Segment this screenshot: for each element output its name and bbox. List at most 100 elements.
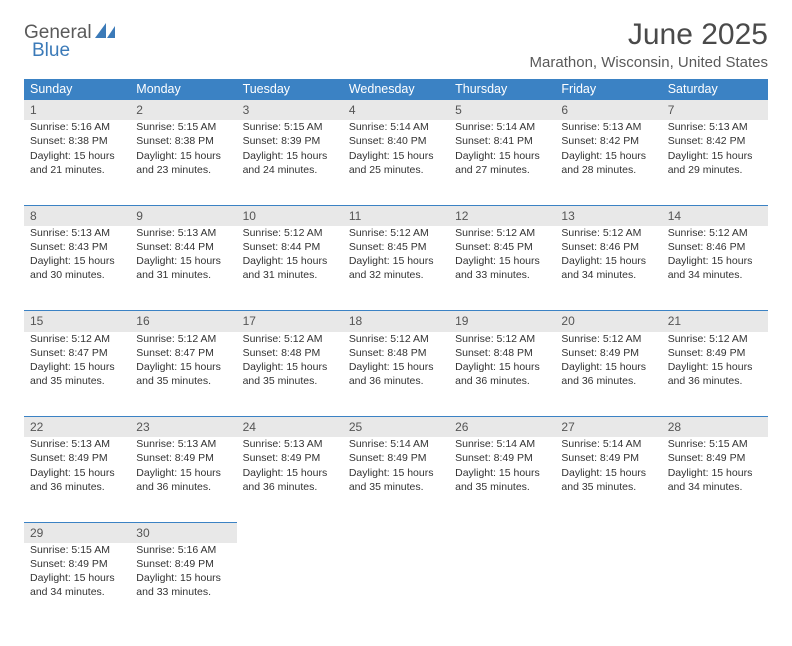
col-monday: Monday xyxy=(130,79,236,100)
sunrise-line: Sunrise: 5:15 AM xyxy=(136,120,230,134)
sunrise-line: Sunrise: 5:16 AM xyxy=(30,120,124,134)
day-number-cell: 25 xyxy=(343,417,449,438)
daylight-line: Daylight: 15 hours and 21 minutes. xyxy=(30,149,124,177)
col-tuesday: Tuesday xyxy=(237,79,343,100)
day-cell: Sunrise: 5:16 AMSunset: 8:38 PMDaylight:… xyxy=(24,120,130,205)
sunrise-line: Sunrise: 5:12 AM xyxy=(30,332,124,346)
sunrise-line: Sunrise: 5:13 AM xyxy=(136,437,230,451)
day-cell: Sunrise: 5:12 AMSunset: 8:48 PMDaylight:… xyxy=(237,332,343,417)
day-number-cell: 17 xyxy=(237,311,343,332)
daylight-line: Daylight: 15 hours and 35 minutes. xyxy=(136,360,230,388)
day-cell: Sunrise: 5:12 AMSunset: 8:47 PMDaylight:… xyxy=(24,332,130,417)
sunset-line: Sunset: 8:49 PM xyxy=(668,451,762,465)
day-number-row: 1234567 xyxy=(24,100,768,121)
col-sunday: Sunday xyxy=(24,79,130,100)
daylight-line: Daylight: 15 hours and 27 minutes. xyxy=(455,149,549,177)
sunset-line: Sunset: 8:49 PM xyxy=(561,451,655,465)
col-saturday: Saturday xyxy=(662,79,768,100)
sunset-line: Sunset: 8:44 PM xyxy=(243,240,337,254)
day-cell: Sunrise: 5:14 AMSunset: 8:40 PMDaylight:… xyxy=(343,120,449,205)
day-cell: Sunrise: 5:12 AMSunset: 8:45 PMDaylight:… xyxy=(449,226,555,311)
day-number-cell: 27 xyxy=(555,417,661,438)
calendar-table: Sunday Monday Tuesday Wednesday Thursday… xyxy=(24,79,768,628)
day-number-cell: 19 xyxy=(449,311,555,332)
daylight-line: Daylight: 15 hours and 33 minutes. xyxy=(136,571,230,599)
sunset-line: Sunset: 8:48 PM xyxy=(349,346,443,360)
day-cell: Sunrise: 5:12 AMSunset: 8:49 PMDaylight:… xyxy=(662,332,768,417)
sunrise-line: Sunrise: 5:14 AM xyxy=(455,120,549,134)
sunrise-line: Sunrise: 5:14 AM xyxy=(455,437,549,451)
day-number-row: 22232425262728 xyxy=(24,417,768,438)
sunrise-line: Sunrise: 5:14 AM xyxy=(349,120,443,134)
day-cell xyxy=(555,543,661,628)
daylight-line: Daylight: 15 hours and 32 minutes. xyxy=(349,254,443,282)
day-number-cell: 16 xyxy=(130,311,236,332)
sunset-line: Sunset: 8:49 PM xyxy=(455,451,549,465)
daylight-line: Daylight: 15 hours and 36 minutes. xyxy=(349,360,443,388)
day-number-cell: 21 xyxy=(662,311,768,332)
day-number-cell: 6 xyxy=(555,100,661,121)
day-content-row: Sunrise: 5:15 AMSunset: 8:49 PMDaylight:… xyxy=(24,543,768,628)
sunrise-line: Sunrise: 5:13 AM xyxy=(561,120,655,134)
daylight-line: Daylight: 15 hours and 34 minutes. xyxy=(30,571,124,599)
day-number-cell: 29 xyxy=(24,522,130,543)
day-cell xyxy=(449,543,555,628)
day-number-cell: 4 xyxy=(343,100,449,121)
weekday-header-row: Sunday Monday Tuesday Wednesday Thursday… xyxy=(24,79,768,100)
day-cell: Sunrise: 5:13 AMSunset: 8:42 PMDaylight:… xyxy=(662,120,768,205)
day-number-cell: 1 xyxy=(24,100,130,121)
day-cell: Sunrise: 5:12 AMSunset: 8:47 PMDaylight:… xyxy=(130,332,236,417)
page-title: June 2025 xyxy=(530,18,768,52)
day-number-cell: 20 xyxy=(555,311,661,332)
col-thursday: Thursday xyxy=(449,79,555,100)
day-content-row: Sunrise: 5:13 AMSunset: 8:49 PMDaylight:… xyxy=(24,437,768,522)
day-number-cell: 5 xyxy=(449,100,555,121)
day-cell: Sunrise: 5:14 AMSunset: 8:49 PMDaylight:… xyxy=(343,437,449,522)
sunset-line: Sunset: 8:49 PM xyxy=(30,557,124,571)
daylight-line: Daylight: 15 hours and 36 minutes. xyxy=(30,466,124,494)
sunset-line: Sunset: 8:39 PM xyxy=(243,134,337,148)
sunrise-line: Sunrise: 5:12 AM xyxy=(668,226,762,240)
day-cell: Sunrise: 5:14 AMSunset: 8:41 PMDaylight:… xyxy=(449,120,555,205)
sunset-line: Sunset: 8:42 PM xyxy=(668,134,762,148)
day-content-row: Sunrise: 5:12 AMSunset: 8:47 PMDaylight:… xyxy=(24,332,768,417)
day-number-cell xyxy=(343,522,449,543)
sunrise-line: Sunrise: 5:13 AM xyxy=(30,437,124,451)
daylight-line: Daylight: 15 hours and 33 minutes. xyxy=(455,254,549,282)
day-number-cell: 22 xyxy=(24,417,130,438)
day-number-cell: 12 xyxy=(449,205,555,226)
sunset-line: Sunset: 8:48 PM xyxy=(455,346,549,360)
day-cell: Sunrise: 5:13 AMSunset: 8:49 PMDaylight:… xyxy=(130,437,236,522)
sunrise-line: Sunrise: 5:14 AM xyxy=(349,437,443,451)
daylight-line: Daylight: 15 hours and 36 minutes. xyxy=(561,360,655,388)
day-cell: Sunrise: 5:13 AMSunset: 8:43 PMDaylight:… xyxy=(24,226,130,311)
daylight-line: Daylight: 15 hours and 35 minutes. xyxy=(455,466,549,494)
daylight-line: Daylight: 15 hours and 29 minutes. xyxy=(668,149,762,177)
daylight-line: Daylight: 15 hours and 35 minutes. xyxy=(30,360,124,388)
day-cell: Sunrise: 5:15 AMSunset: 8:38 PMDaylight:… xyxy=(130,120,236,205)
sunrise-line: Sunrise: 5:15 AM xyxy=(668,437,762,451)
daylight-line: Daylight: 15 hours and 36 minutes. xyxy=(243,466,337,494)
day-content-row: Sunrise: 5:13 AMSunset: 8:43 PMDaylight:… xyxy=(24,226,768,311)
sunrise-line: Sunrise: 5:12 AM xyxy=(455,332,549,346)
sunset-line: Sunset: 8:38 PM xyxy=(136,134,230,148)
daylight-line: Daylight: 15 hours and 34 minutes. xyxy=(668,254,762,282)
daylight-line: Daylight: 15 hours and 35 minutes. xyxy=(561,466,655,494)
daylight-line: Daylight: 15 hours and 34 minutes. xyxy=(561,254,655,282)
day-cell: Sunrise: 5:12 AMSunset: 8:46 PMDaylight:… xyxy=(555,226,661,311)
sunrise-line: Sunrise: 5:13 AM xyxy=(668,120,762,134)
day-cell: Sunrise: 5:12 AMSunset: 8:48 PMDaylight:… xyxy=(449,332,555,417)
day-cell: Sunrise: 5:15 AMSunset: 8:39 PMDaylight:… xyxy=(237,120,343,205)
day-number-cell: 11 xyxy=(343,205,449,226)
brand-word-2: Blue xyxy=(32,40,117,62)
day-cell: Sunrise: 5:12 AMSunset: 8:46 PMDaylight:… xyxy=(662,226,768,311)
sunset-line: Sunset: 8:40 PM xyxy=(349,134,443,148)
sunset-line: Sunset: 8:45 PM xyxy=(455,240,549,254)
day-cell: Sunrise: 5:13 AMSunset: 8:42 PMDaylight:… xyxy=(555,120,661,205)
day-number-row: 891011121314 xyxy=(24,205,768,226)
day-number-cell xyxy=(449,522,555,543)
sunset-line: Sunset: 8:49 PM xyxy=(136,451,230,465)
sunrise-line: Sunrise: 5:12 AM xyxy=(136,332,230,346)
day-number-cell xyxy=(237,522,343,543)
sunset-line: Sunset: 8:45 PM xyxy=(349,240,443,254)
